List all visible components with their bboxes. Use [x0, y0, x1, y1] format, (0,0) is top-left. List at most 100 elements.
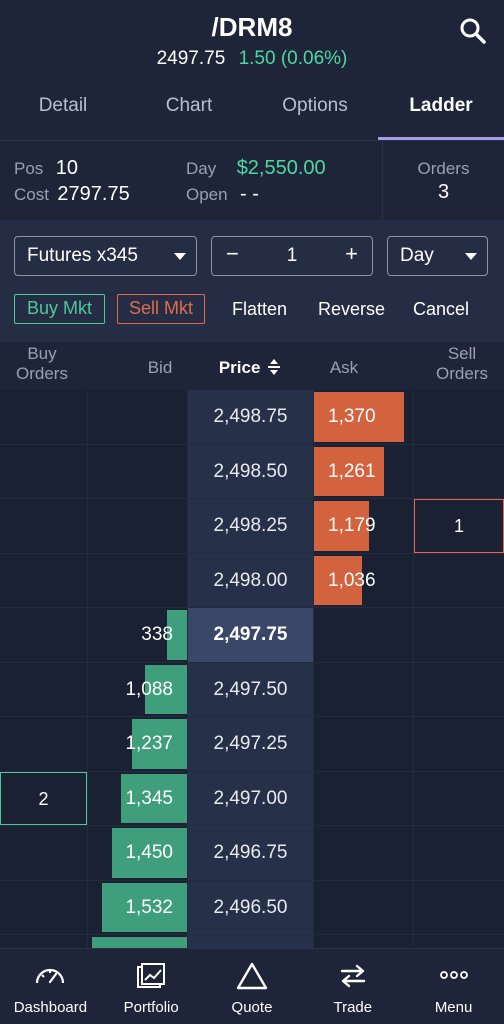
ask-cell[interactable]: 1,036	[314, 553, 414, 607]
buy-order-cell[interactable]	[0, 880, 88, 934]
ask-cell[interactable]: 1,370	[314, 390, 414, 444]
sell-order-cell[interactable]	[414, 608, 504, 662]
orders-count[interactable]: Orders 3	[382, 141, 504, 221]
sell-market-button[interactable]: Sell Mkt	[117, 294, 205, 324]
buy-order-cell[interactable]	[0, 553, 88, 607]
bid-cell[interactable]: 1,088	[88, 662, 188, 716]
nav-portfolio[interactable]: Portfolio	[101, 949, 202, 1024]
bid-size-bar	[131, 719, 187, 769]
tab-options[interactable]: Options	[282, 95, 348, 116]
sell-order-cell[interactable]	[414, 772, 504, 826]
buy-order-cell[interactable]	[0, 608, 88, 662]
buy-order-cell[interactable]	[0, 826, 88, 880]
ask-cell[interactable]	[314, 608, 414, 662]
ladder-row: 2,498.50 1,261	[0, 444, 504, 499]
bid-cell[interactable]	[88, 935, 188, 948]
ask-cell[interactable]	[314, 880, 414, 934]
ask-size: 1,179	[328, 515, 376, 536]
bid-cell[interactable]: 1,237	[88, 717, 188, 771]
account-select[interactable]: Futures x345	[14, 236, 197, 276]
tif-select[interactable]: Day	[387, 236, 488, 276]
chevron-down-icon	[465, 253, 477, 260]
cancel-button[interactable]: Cancel	[413, 299, 470, 319]
ask-header: Ask	[329, 358, 359, 377]
working-sell-order[interactable]: 1	[414, 499, 504, 553]
sell-order-cell[interactable]	[414, 663, 504, 717]
buy-order-cell[interactable]	[0, 499, 88, 553]
ask-size-bar	[314, 446, 385, 496]
search-button[interactable]	[456, 14, 490, 48]
tab-chart[interactable]: Chart	[165, 95, 213, 116]
tab-detail[interactable]: Detail	[38, 95, 88, 116]
price-change: 1.50 (0.06%)	[238, 48, 348, 69]
bid-cell[interactable]	[88, 390, 188, 444]
bid-cell[interactable]: 338	[88, 608, 188, 662]
sell-order-cell[interactable]	[414, 881, 504, 935]
open-label: Open	[186, 185, 228, 204]
price-cell: 2,497.00	[188, 771, 314, 825]
sell-order-cell[interactable]	[414, 390, 504, 444]
ask-cell[interactable]: 1,179	[314, 499, 414, 553]
ask-cell[interactable]	[314, 662, 414, 716]
tab-ladder[interactable]: Ladder	[378, 84, 504, 140]
quantity-value[interactable]: 1	[286, 245, 298, 266]
nav-menu[interactable]: Menu	[403, 949, 504, 1024]
orders-label: Orders	[417, 159, 470, 178]
price-header[interactable]: Price	[200, 358, 300, 378]
bid-cell[interactable]	[88, 553, 188, 607]
account-value: Futures x345	[27, 245, 138, 266]
sell-order-cell[interactable]	[414, 554, 504, 608]
day-label: Day	[186, 159, 217, 178]
ask-cell[interactable]	[314, 771, 414, 825]
flatten-button[interactable]: Flatten	[232, 299, 288, 319]
price-cell: 2,498.25	[188, 499, 314, 553]
buy-market-button[interactable]: Buy Mkt	[14, 294, 105, 324]
portfolio-icon	[137, 963, 166, 988]
ask-cell[interactable]: 1,261	[314, 444, 414, 498]
working-buy-order[interactable]: 2	[0, 771, 87, 825]
buy-order-cell[interactable]	[0, 935, 88, 948]
sell-order-cell[interactable]	[414, 445, 504, 499]
position-summary: Pos 10 Cost 2797.75 Day $2,550.00 Open -…	[0, 140, 504, 221]
nav-label-quote: Quote	[231, 999, 273, 1016]
reverse-button[interactable]: Reverse	[318, 299, 386, 319]
quantity-stepper: − 1 +	[211, 236, 373, 276]
bid-size: 1,237	[125, 733, 173, 754]
bid-cell[interactable]: 1,345	[88, 771, 188, 825]
arrows-icon	[340, 964, 365, 988]
plus-button[interactable]: +	[345, 241, 358, 266]
bid-cell[interactable]: 1,450	[88, 826, 188, 880]
nav-quote[interactable]: Quote	[202, 949, 303, 1024]
buy-order-cell[interactable]	[0, 444, 88, 498]
minus-button[interactable]: −	[226, 241, 239, 266]
ladder-row: 2,498.00 1,036	[0, 553, 504, 608]
buy-order-cell[interactable]	[0, 390, 88, 444]
buy-order-cell[interactable]: 2	[0, 771, 88, 825]
price-ladder: 2,498.75 1,370 2,498.50 1,261 2,498.25 1,179 1…	[0, 390, 504, 948]
order-controls: Futures x345 − 1 + Day Buy Mkt Sell Mkt …	[0, 220, 504, 342]
buy-order-cell[interactable]	[0, 717, 88, 771]
sell-order-cell[interactable]	[414, 717, 504, 771]
ask-size-bar	[314, 501, 370, 551]
bid-cell[interactable]	[88, 444, 188, 498]
buy-orders-header: Buy Orders	[4, 344, 80, 384]
sell-order-cell[interactable]	[414, 826, 504, 880]
ladder-row	[0, 935, 504, 948]
buy-order-cell[interactable]	[0, 662, 88, 716]
bid-cell[interactable]	[88, 499, 188, 553]
bid-cell[interactable]: 1,532	[88, 880, 188, 934]
bid-size-bar	[101, 882, 187, 932]
sell-order-cell[interactable]: 1	[414, 499, 504, 553]
ask-cell[interactable]	[314, 935, 414, 948]
sell-order-cell[interactable]	[414, 935, 504, 948]
nav-dashboard[interactable]: Dashboard	[0, 949, 101, 1024]
price-cell: 2,497.50	[188, 662, 314, 716]
price-cell: 2,496.75	[188, 826, 314, 880]
ask-cell[interactable]	[314, 826, 414, 880]
cost-value: 2797.75	[57, 183, 130, 205]
price-cell: 2,498.00	[188, 553, 314, 607]
ask-cell[interactable]	[314, 717, 414, 771]
ladder-row: 2,498.75 1,370	[0, 390, 504, 445]
ellipsis-icon	[439, 971, 468, 979]
nav-trade[interactable]: Trade	[302, 949, 403, 1024]
